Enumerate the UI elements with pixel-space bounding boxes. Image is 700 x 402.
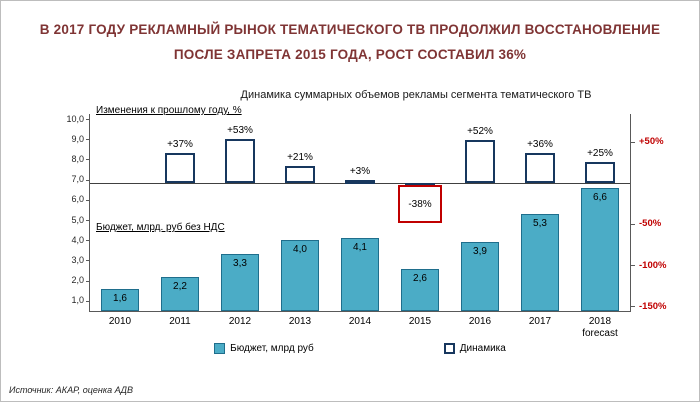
left-axis-tick-label: 10,0 (66, 113, 84, 124)
bar-value-label: 3,9 (473, 246, 487, 258)
dynamics-marker (165, 152, 195, 183)
left-axis-tick-label: 2,0 (71, 275, 84, 286)
dynamics-label: +21% (287, 151, 313, 163)
left-axis-tick-label: 5,0 (71, 214, 84, 225)
x-axis-label: 2012 (228, 316, 252, 327)
right-axis-tick-label: -100% (639, 259, 667, 271)
chart-title: Динамика суммарных объемов рекламы сегме… (240, 89, 592, 101)
bar-value-label: 2,6 (413, 272, 427, 284)
left-axis-tick (86, 220, 90, 222)
left-axis-tick (86, 280, 90, 282)
budget-bar (161, 276, 199, 311)
budget-bar (101, 288, 139, 311)
legend-label: Динамика (459, 343, 506, 354)
dynamics-marker (525, 153, 555, 183)
left-axis-tick-label: 1,0 (71, 295, 84, 306)
dynamics-label: +52% (467, 126, 493, 138)
right-axis-annotation: Изменения к прошлому году, % (96, 105, 242, 116)
dynamics-label: +25% (587, 148, 613, 160)
x-axis-label: 2010 (108, 316, 132, 327)
bar-value-label: 5,3 (533, 218, 547, 229)
right-axis-tick-label: -150% (639, 300, 667, 312)
budget-bar (461, 242, 499, 311)
x-axis-label: 2013 (288, 316, 312, 327)
dynamics-label: +36% (527, 139, 553, 151)
bar-value-label: 3,3 (233, 258, 247, 270)
x-axis-label: 2015 (408, 316, 432, 327)
slide-title-line2: ПОСЛЕ ЗАПРЕТА 2015 ГОДА, РОСТ СОСТАВИЛ 3… (173, 47, 527, 62)
x-axis-label: 2011 (169, 316, 191, 327)
slide-title-line1: В 2017 ГОДУ РЕКЛАМНЫЙ РЫНОК ТЕМАТИЧЕСКОГ… (39, 22, 661, 37)
budget-bar (341, 238, 379, 311)
dynamics-marker (345, 180, 375, 185)
highlight-box (398, 184, 442, 224)
left-axis-tick-label: 4,0 (71, 234, 84, 245)
left-axis-tick-label: 8,0 (71, 153, 84, 164)
left-axis-tick (86, 159, 90, 161)
dynamics-label: +53% (227, 125, 253, 137)
legend-item: Бюджет, млрд руб (214, 343, 314, 354)
dynamics-label: +37% (167, 138, 193, 150)
legend: Бюджет, млрд руб Динамика (89, 343, 631, 354)
bar-value-label: 2,2 (173, 280, 187, 292)
plot-area: Изменения к прошлому году, % Бюджет, млр… (66, 105, 666, 339)
right-axis-tick (630, 306, 635, 308)
source-note: Источник: АКАР, оценка АДВ (9, 385, 134, 395)
legend-item: Динамика (443, 343, 506, 354)
left-axis-tick (86, 260, 90, 262)
left-axis-tick (86, 139, 90, 141)
left-axis-annotation: Бюджет, млрд. руб без НДС (96, 222, 225, 233)
legend-swatch-dynamics (443, 343, 455, 354)
left-axis-tick-label: 9,0 (71, 133, 84, 144)
left-axis-tick-label: 7,0 (71, 174, 84, 185)
bar-value-label: 1,6 (113, 292, 127, 304)
bar-value-label: 4,0 (293, 244, 307, 256)
left-axis-tick (86, 119, 90, 121)
dynamics-marker (285, 165, 315, 183)
right-axis-tick-label: -50% (639, 218, 662, 230)
left-axis-tick-label: 3,0 (71, 254, 84, 265)
legend-label: Бюджет, млрд руб (230, 343, 314, 354)
budget-bar (281, 240, 319, 311)
left-axis-tick (86, 300, 90, 302)
budget-bar (221, 254, 259, 311)
right-axis-tick (630, 223, 635, 225)
dynamics-label: +3% (349, 166, 371, 178)
dynamics-label: -38% (408, 198, 432, 210)
x-axis-label: 2017 (528, 316, 552, 327)
slide-title: В 2017 ГОДУ РЕКЛАМНЫЙ РЫНОК ТЕМАТИЧЕСКОГ… (27, 17, 673, 67)
legend-swatch-budget (214, 343, 226, 354)
bar-value-label: 4,1 (353, 242, 367, 254)
right-axis-tick (630, 265, 635, 267)
left-axis-tick (86, 240, 90, 242)
dynamics-marker (585, 162, 615, 183)
dynamics-marker (465, 140, 495, 183)
x-axis-label: 2016 (468, 316, 492, 327)
budget-bar (521, 214, 559, 311)
budget-bar (401, 268, 439, 311)
x-axis-label: 2014 (348, 316, 372, 327)
left-axis-tick (86, 199, 90, 201)
bar-value-label: 6,6 (593, 191, 607, 203)
left-axis-tick-label: 6,0 (71, 194, 84, 205)
dynamics-marker (225, 139, 255, 183)
left-axis-tick (86, 179, 90, 181)
budget-bar (581, 187, 619, 311)
right-axis-tick (630, 141, 635, 143)
right-axis-tick-label: +50% (639, 136, 664, 148)
x-axis-label: 2018 forecast (582, 316, 618, 339)
